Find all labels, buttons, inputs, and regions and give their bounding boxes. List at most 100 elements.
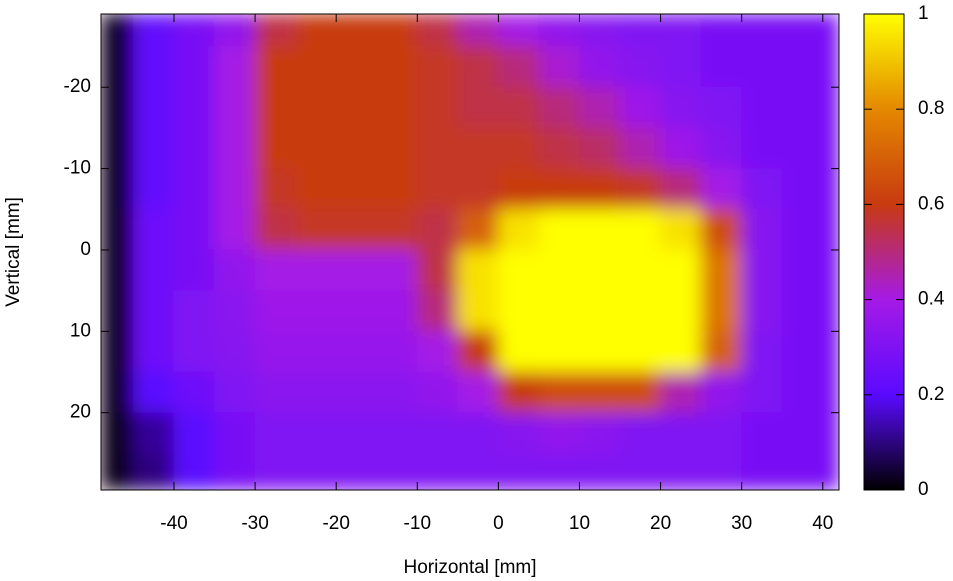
heatmap-cell xyxy=(295,371,337,414)
heatmap-cell xyxy=(700,452,743,490)
heatmap-cell xyxy=(619,452,662,490)
heatmap-cell xyxy=(376,412,418,454)
heatmap-cell xyxy=(822,249,839,292)
heatmap-cell xyxy=(101,371,134,414)
x-tick-label: 0 xyxy=(493,513,504,534)
heatmap-cell xyxy=(132,330,175,373)
heatmap-cell xyxy=(254,412,297,454)
heatmap-cell xyxy=(660,14,702,48)
heatmap-cell xyxy=(173,452,216,490)
colorbar-tick-label: 0.4 xyxy=(918,289,945,310)
heatmap-cell xyxy=(619,86,662,129)
heatmap-cell xyxy=(457,86,499,129)
heatmap-cell xyxy=(214,46,256,88)
heatmap-cell xyxy=(741,46,783,88)
heatmap-cell xyxy=(822,168,839,210)
heatmap-cell xyxy=(578,412,621,454)
heatmap-cell xyxy=(101,412,134,454)
heatmap-cell xyxy=(741,208,783,251)
heatmap-cell xyxy=(214,371,256,414)
heatmap-cell xyxy=(416,452,459,490)
heatmap-cell xyxy=(457,452,499,490)
heatmap-cell xyxy=(254,168,297,210)
heatmap-cell xyxy=(822,208,839,251)
heatmap-cell xyxy=(660,412,702,454)
heatmap-cell xyxy=(295,14,337,48)
heatmap-cell xyxy=(822,86,839,129)
heatmap-cell xyxy=(741,14,783,48)
heatmap-cell xyxy=(295,330,337,373)
heatmap-cell xyxy=(376,290,418,332)
heatmap-cell xyxy=(781,249,824,292)
colorbar-tick-label: 0.8 xyxy=(918,98,944,119)
heatmap-cell xyxy=(700,330,743,373)
heatmap-cell xyxy=(619,46,662,88)
heatmap-cell xyxy=(254,290,297,332)
heatmap-cell xyxy=(416,290,459,332)
heatmap-cell xyxy=(660,330,702,373)
heatmap-cell xyxy=(457,412,499,454)
heatmap-cell xyxy=(214,452,256,490)
heatmap-cell xyxy=(214,127,256,170)
heatmap-cell xyxy=(822,46,839,88)
heatmap-cell xyxy=(376,371,418,414)
plot-frame xyxy=(100,13,840,491)
heatmap-cell xyxy=(497,46,540,88)
heatmap-cell xyxy=(376,452,418,490)
x-tick-label: -40 xyxy=(160,513,187,534)
x-tick-label: 10 xyxy=(569,513,590,534)
heatmap-cell xyxy=(700,86,743,129)
heatmap-cell xyxy=(781,86,824,129)
heatmap-cell xyxy=(416,412,459,454)
heatmap-cell xyxy=(101,14,134,48)
heatmap-cell xyxy=(538,168,580,210)
heatmap-cell xyxy=(173,14,216,48)
heatmap-cell xyxy=(416,168,459,210)
heatmap-cell xyxy=(132,168,175,210)
heatmap-cell xyxy=(214,249,256,292)
heatmap-cell xyxy=(173,168,216,210)
heatmap-cell xyxy=(335,371,378,414)
heatmap-cell xyxy=(173,208,216,251)
colorbar xyxy=(863,13,905,491)
heatmap-cell xyxy=(700,290,743,332)
heatmap-cell xyxy=(538,208,580,251)
heatmap-cell xyxy=(335,290,378,332)
heatmap-cell xyxy=(295,127,337,170)
heatmap-cell xyxy=(132,208,175,251)
heatmap-cell xyxy=(619,127,662,170)
heatmap-cell xyxy=(295,290,337,332)
heatmap-cell xyxy=(700,127,743,170)
heatmap-cell xyxy=(538,290,580,332)
heatmap-cell xyxy=(781,330,824,373)
heatmap-cell xyxy=(254,46,297,88)
heatmap-cell xyxy=(497,208,540,251)
heatmap-cell xyxy=(254,208,297,251)
heatmap-cell xyxy=(335,14,378,48)
heatmap-cell xyxy=(214,208,256,251)
heatmap-cell xyxy=(578,249,621,292)
heatmap-cell xyxy=(781,168,824,210)
y-axis-label: Vertical [mm] xyxy=(3,197,24,307)
heatmap-cell xyxy=(335,208,378,251)
heatmap-cell xyxy=(295,86,337,129)
heatmap-cell xyxy=(538,127,580,170)
heatmap-cell xyxy=(295,46,337,88)
heatmap-cell xyxy=(660,208,702,251)
heatmap-cell xyxy=(700,14,743,48)
heatmap-cell xyxy=(538,46,580,88)
heatmap-cell xyxy=(538,330,580,373)
heatmap-cell xyxy=(457,46,499,88)
heatmap-cell xyxy=(254,249,297,292)
colorbar-tick-label: 0.6 xyxy=(918,193,944,214)
heatmap-cell xyxy=(578,330,621,373)
heatmap-cell xyxy=(538,14,580,48)
heatmap-cell xyxy=(101,86,134,129)
heatmap-cell xyxy=(822,127,839,170)
heatmap-cell xyxy=(173,330,216,373)
heatmap-cell xyxy=(497,249,540,292)
heatmap-cell xyxy=(578,127,621,170)
heatmap-cell xyxy=(254,330,297,373)
heatmap-cell xyxy=(822,290,839,332)
